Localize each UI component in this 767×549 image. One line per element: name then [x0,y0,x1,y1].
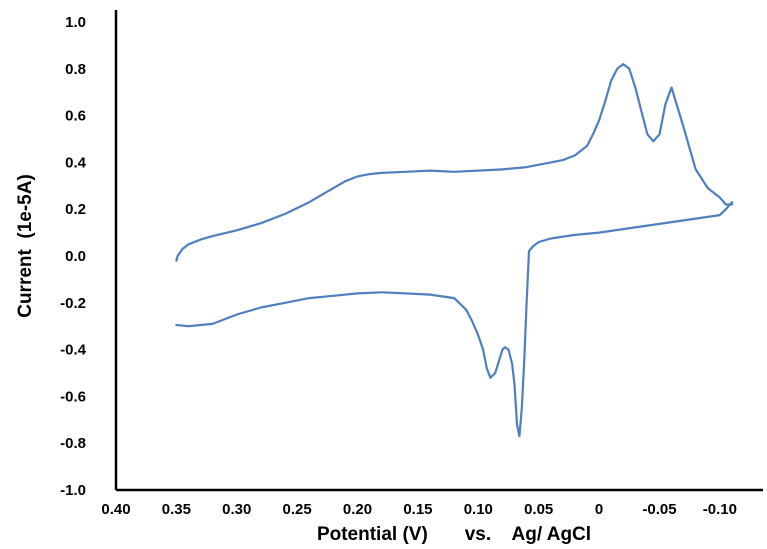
x-tick-label: 0.35 [162,501,191,518]
x-axis-label: Potential (V) vs. Ag/ AgCl [317,524,591,545]
y-tick-label: -0.8 [60,435,86,452]
y-tick-label: -1.0 [60,482,86,499]
x-tick-label: 0.20 [343,501,372,518]
x-tick-label: 0.15 [403,501,432,518]
x-tick-label: -0.10 [703,501,737,518]
x-tick-label: 0.05 [524,501,553,518]
y-tick-label: 0.8 [65,61,86,78]
y-tick-labels: 1.0 0.8 0.6 0.4 0.2 0.0 -0.2 -0.4 -0.6 -0.8 -1.0 [60,14,87,499]
y-tick-label: -0.2 [60,295,86,312]
y-tick-label: -0.4 [60,342,87,359]
y-tick-label: -0.6 [60,388,86,405]
x-tick-label: 0.10 [464,501,493,518]
x-tick-labels: 0.40 0.35 0.30 0.25 0.20 0.15 0.10 0.05 0 -0.05 -0… [101,501,737,518]
x-tick-label: -0.05 [642,501,676,518]
series-line-cv-curve [175,62,733,438]
x-tick-label: 0 [595,501,603,518]
x-tick-label: 0.40 [101,501,130,518]
y-tick-label: 0.2 [65,201,86,218]
x-tick-label: 0.25 [283,501,312,518]
y-tick-label: 0.6 [65,108,86,125]
y-tick-label: 1.0 [65,14,86,31]
y-tick-label: 0.4 [65,154,87,171]
y-tick-label: 0.0 [65,248,86,265]
y-axis-label: Current (1e-5A) [15,174,36,318]
x-tick-label: 0.30 [222,501,251,518]
